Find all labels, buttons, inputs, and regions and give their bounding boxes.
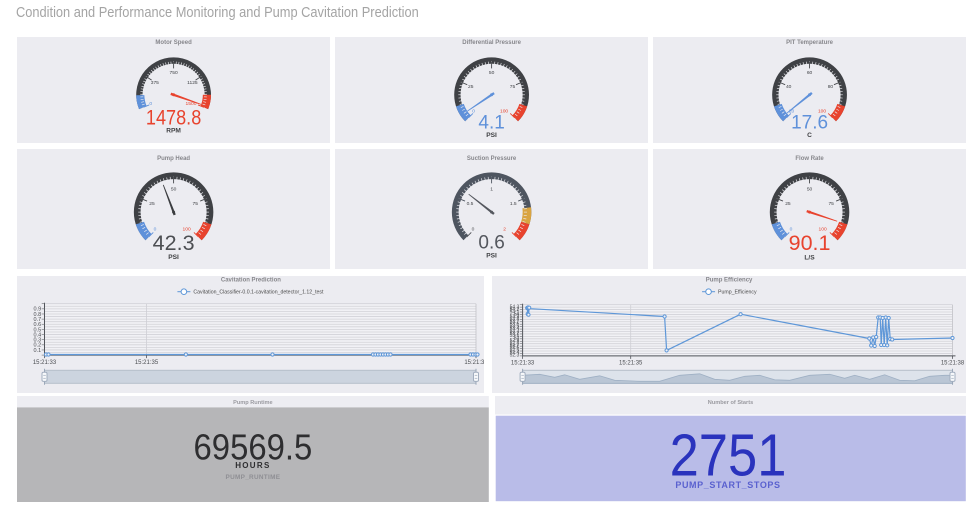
svg-text:0.2: 0.2: [33, 342, 41, 348]
svg-text:53.7: 53.7: [510, 318, 520, 324]
svg-text:90.1: 90.1: [789, 231, 831, 255]
svg-text:PUMP_START_STOPS: PUMP_START_STOPS: [675, 480, 780, 490]
svg-text:50: 50: [807, 186, 813, 192]
svg-text:Pump Head: Pump Head: [157, 155, 190, 161]
svg-text:100: 100: [183, 226, 191, 232]
svg-text:53.8: 53.8: [510, 316, 520, 322]
svg-text:80: 80: [828, 84, 834, 90]
svg-text:Cavitation Prediction: Cavitation Prediction: [220, 277, 280, 283]
svg-text:0.5: 0.5: [467, 200, 474, 206]
svg-text:50: 50: [489, 70, 495, 76]
svg-text:25: 25: [786, 200, 792, 206]
svg-text:15:21:33: 15:21:33: [511, 360, 535, 366]
svg-text:53.2: 53.2: [510, 330, 520, 336]
svg-text:PSI: PSI: [486, 132, 497, 139]
svg-text:53.9: 53.9: [510, 314, 520, 320]
svg-text:Pump_Efficiency: Pump_Efficiency: [718, 289, 757, 295]
svg-text:Number of Starts: Number of Starts: [707, 400, 752, 406]
svg-text:Cavitation_Classifier-0.0.1-ca: Cavitation_Classifier-0.0.1-cavitation_d…: [193, 289, 324, 295]
svg-text:PUMP_RUNTIME: PUMP_RUNTIME: [226, 474, 281, 481]
svg-text:25: 25: [149, 200, 155, 206]
svg-text:40: 40: [786, 84, 792, 90]
svg-text:PIT Temperature: PIT Temperature: [786, 40, 834, 46]
svg-text:0: 0: [790, 226, 793, 232]
svg-text:100: 100: [818, 109, 826, 115]
svg-text:50: 50: [171, 186, 177, 192]
svg-text:15:21:35: 15:21:35: [134, 359, 158, 365]
svg-text:HOURS: HOURS: [235, 461, 270, 470]
svg-text:Differential Pressure: Differential Pressure: [462, 40, 521, 46]
svg-text:0.9: 0.9: [33, 306, 41, 312]
svg-text:0.1: 0.1: [33, 347, 41, 353]
svg-text:Pump Efficiency: Pump Efficiency: [706, 277, 753, 283]
svg-text:100: 100: [819, 226, 827, 232]
svg-text:1: 1: [490, 186, 493, 192]
svg-text:Motor Speed: Motor Speed: [155, 40, 192, 46]
svg-text:54.2: 54.2: [510, 306, 520, 312]
svg-text:PSI: PSI: [486, 252, 497, 259]
svg-text:53.4: 53.4: [510, 326, 520, 332]
svg-text:0: 0: [154, 226, 157, 232]
svg-text:52.9: 52.9: [510, 338, 520, 344]
svg-text:1.5: 1.5: [510, 200, 517, 206]
svg-text:0.6: 0.6: [479, 232, 505, 253]
svg-text:375: 375: [151, 80, 159, 86]
svg-text:Flow Rate: Flow Rate: [796, 155, 825, 161]
svg-text:2: 2: [503, 226, 506, 232]
svg-text:0.7: 0.7: [33, 317, 41, 323]
svg-text:54: 54: [514, 311, 520, 317]
svg-text:52.5: 52.5: [510, 347, 520, 353]
svg-text:0: 0: [472, 226, 475, 232]
svg-text:52.3: 52.3: [510, 352, 520, 358]
svg-text:42.3: 42.3: [153, 231, 195, 255]
svg-text:15:21:38: 15:21:38: [464, 359, 484, 365]
svg-text:75: 75: [829, 200, 835, 206]
svg-text:0.5: 0.5: [33, 327, 41, 333]
svg-text:0.4: 0.4: [33, 332, 41, 338]
svg-text:69569.5: 69569.5: [194, 428, 313, 468]
svg-text:L/S: L/S: [805, 254, 816, 261]
svg-text:54.3: 54.3: [510, 304, 520, 310]
svg-text:750: 750: [170, 70, 178, 76]
svg-text:52.6: 52.6: [510, 345, 520, 351]
svg-text:C: C: [807, 132, 812, 139]
svg-text:53.5: 53.5: [510, 323, 520, 329]
svg-text:53.6: 53.6: [510, 321, 520, 327]
svg-text:52.7: 52.7: [510, 342, 520, 348]
svg-text:17.6: 17.6: [791, 113, 828, 134]
svg-text:Pump Runtime: Pump Runtime: [233, 400, 272, 406]
svg-text:0: 0: [149, 101, 152, 107]
svg-text:52.4: 52.4: [510, 349, 520, 355]
svg-text:1478.8: 1478.8: [146, 107, 201, 131]
svg-text:15:21:33: 15:21:33: [32, 359, 56, 365]
svg-text:4.1: 4.1: [479, 113, 505, 134]
svg-text:0: 0: [472, 109, 475, 115]
svg-text:2751: 2751: [669, 422, 786, 489]
svg-text:20: 20: [789, 109, 795, 115]
svg-text:53.1: 53.1: [510, 333, 520, 339]
svg-text:100: 100: [500, 109, 508, 115]
svg-text:0.3: 0.3: [33, 337, 41, 343]
svg-text:53.3: 53.3: [510, 328, 520, 334]
svg-text:75: 75: [192, 200, 198, 206]
svg-text:PSI: PSI: [168, 254, 179, 261]
svg-text:Suction Pressure: Suction Pressure: [467, 155, 517, 161]
svg-text:RPM: RPM: [166, 128, 181, 135]
svg-text:0.6: 0.6: [33, 322, 41, 328]
svg-text:52.8: 52.8: [510, 340, 520, 346]
svg-text:25: 25: [468, 84, 474, 90]
svg-text:15:21:38: 15:21:38: [941, 360, 965, 366]
svg-text:0.8: 0.8: [33, 311, 41, 317]
svg-text:75: 75: [510, 84, 516, 90]
svg-text:60: 60: [807, 70, 813, 76]
svg-text:54.1: 54.1: [510, 309, 520, 315]
svg-text:1125: 1125: [187, 80, 198, 86]
svg-text:53: 53: [514, 335, 520, 341]
svg-text:1500: 1500: [186, 101, 197, 107]
svg-text:15:21:35: 15:21:35: [619, 360, 643, 366]
